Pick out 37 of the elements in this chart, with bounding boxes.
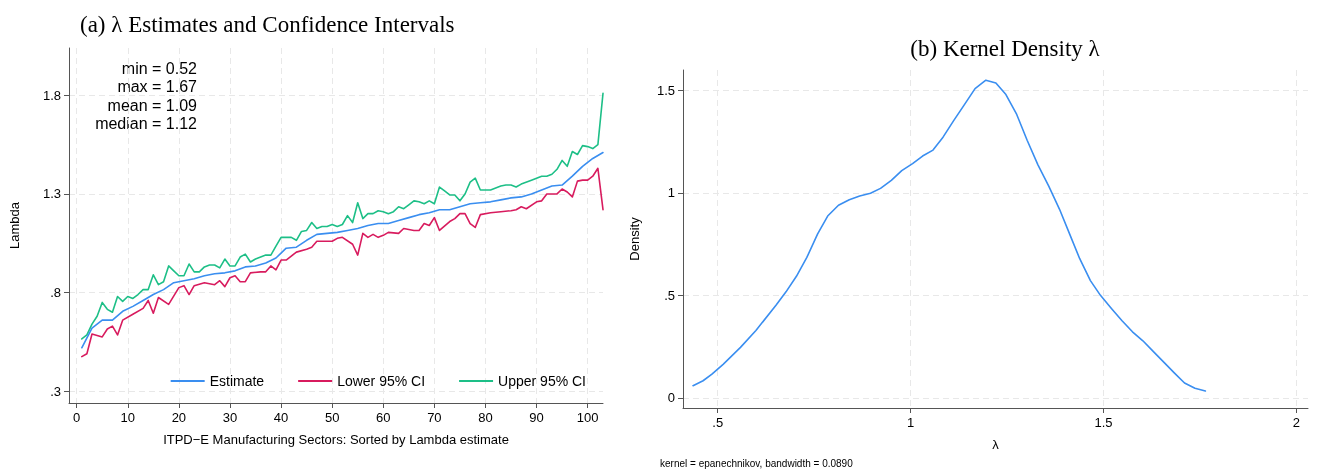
x-tick-label: 2 <box>1292 415 1301 430</box>
y-tick-label: 0 <box>667 390 675 406</box>
x-tick-label: 100 <box>576 410 599 425</box>
annotation: mean = 1.09 <box>107 96 198 114</box>
y-tick-label: 1 <box>667 185 675 201</box>
y-axis-title: Lambda <box>7 201 22 249</box>
x-tick-label: 0 <box>73 410 81 425</box>
text: kernel = epanechnikov, bandwidth = 0.0890 <box>660 457 854 469</box>
y-tick-label: 1.8 <box>42 87 61 103</box>
x-tick-label: 1.5 <box>1094 415 1113 430</box>
y-tick-label: 1.5 <box>656 82 675 98</box>
x-tick-label: 1 <box>907 415 915 430</box>
line-series <box>80 92 604 340</box>
x-tick-label: 80 <box>478 410 493 425</box>
line-series <box>692 79 1207 392</box>
x-tick-label: 10 <box>120 410 135 425</box>
legend-label: Upper 95% CI <box>498 373 587 389</box>
x-tick-label: 90 <box>529 410 544 425</box>
x-tick-label: 30 <box>222 410 238 425</box>
legend-label: Lower 95% CI <box>337 373 426 389</box>
x-axis-title: ITPD−E Manufacturing Sectors: Sorted by Lambda estimate <box>163 432 509 447</box>
x-tick-label: 60 <box>376 410 391 425</box>
chart-title: (a) λ Estimates and Confidence Intervals <box>80 12 455 37</box>
y-tick-label: 1.3 <box>42 186 61 202</box>
y-axis-title: Density <box>627 216 642 261</box>
y-tick-label: .5 <box>664 287 675 303</box>
y-tick-label: .3 <box>50 383 61 399</box>
annotation: median = 1.12 <box>95 115 198 132</box>
chart-title: (b) Kernel Density λ <box>910 36 1101 61</box>
x-tick-label: 50 <box>324 410 340 425</box>
legend-label: Estimate <box>209 373 265 389</box>
y-tick-label: .8 <box>50 285 61 301</box>
x-tick-label: .5 <box>712 415 724 430</box>
x-axis-title: λ <box>992 437 1000 452</box>
x-tick-label: 40 <box>273 410 289 425</box>
x-tick-label: 70 <box>427 410 442 425</box>
x-tick-label: 20 <box>171 410 187 425</box>
